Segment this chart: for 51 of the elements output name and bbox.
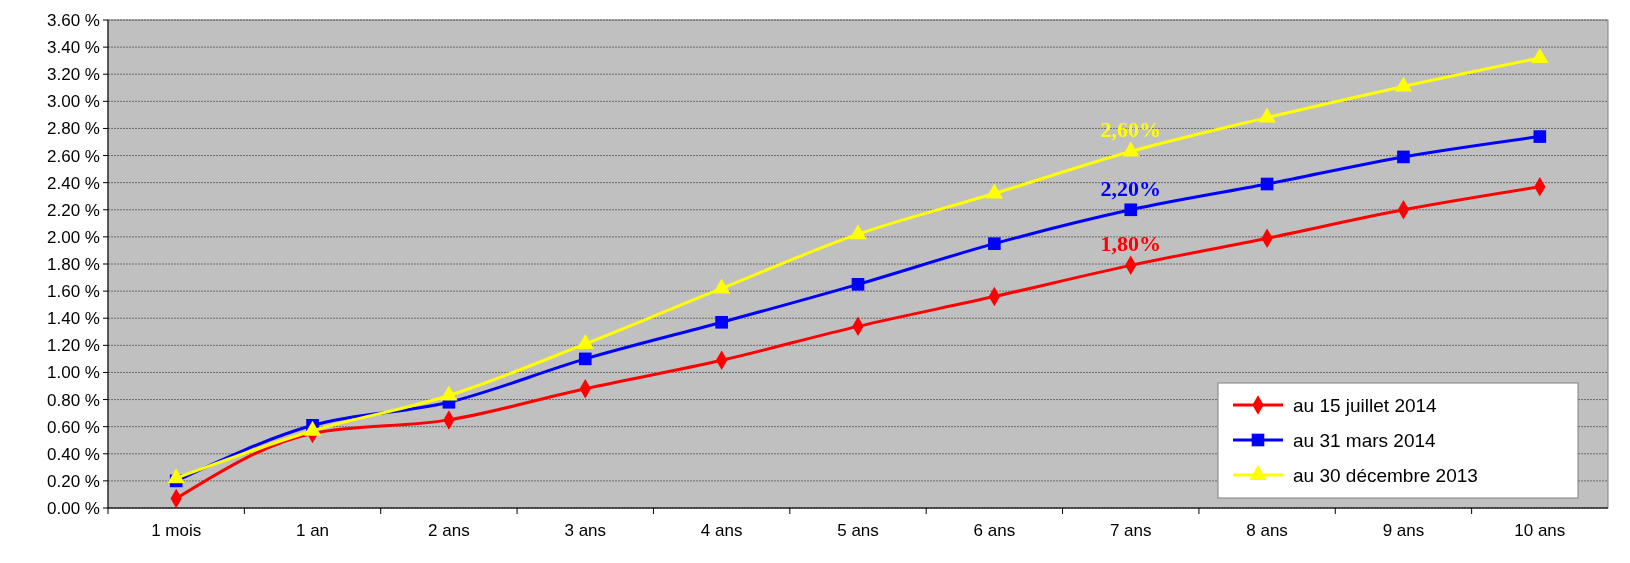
y-tick-label: 1.80 % bbox=[47, 254, 100, 274]
annotation: 2,60% bbox=[1100, 117, 1161, 143]
x-tick-label: 7 ans bbox=[1109, 521, 1152, 540]
x-tick-label: 1 mois bbox=[151, 521, 202, 540]
point bbox=[1394, 76, 1413, 92]
y-tick-label: 2.00 % bbox=[47, 227, 100, 247]
point bbox=[1533, 130, 1547, 143]
y-tick-label: 3.40 % bbox=[47, 38, 100, 58]
point bbox=[1122, 141, 1140, 157]
point bbox=[578, 352, 592, 366]
annotation: 1,80% bbox=[1100, 231, 1161, 257]
x-tick-label: 2 ans bbox=[428, 521, 470, 540]
x-tick-label: 6 ans bbox=[973, 521, 1016, 540]
point bbox=[1531, 47, 1549, 63]
x-tick-label: 4 ans bbox=[700, 521, 743, 540]
x-tick-label: 5 ans bbox=[837, 521, 879, 540]
y-tick-label: 3.60 % bbox=[47, 10, 100, 30]
point bbox=[849, 224, 867, 240]
x-tick-label: 9 ans bbox=[1382, 521, 1425, 540]
legend-label: au 15 juillet 2014 bbox=[1293, 394, 1438, 416]
point bbox=[1124, 203, 1138, 217]
x-tick-label: 3 ans bbox=[564, 521, 607, 540]
point bbox=[1260, 177, 1274, 191]
y-tick-label: 0.40 % bbox=[47, 444, 100, 464]
y-tick-label: 1.20 % bbox=[47, 336, 100, 356]
y-tick-label: 2.40 % bbox=[47, 173, 100, 193]
annotation: 2,20% bbox=[1100, 175, 1161, 201]
y-tick-label: 1.60 % bbox=[47, 282, 100, 302]
y-tick-label: 0.00 % bbox=[47, 498, 100, 518]
point bbox=[1397, 150, 1410, 164]
point bbox=[712, 278, 731, 294]
y-tick-label: 3.20 % bbox=[47, 65, 100, 85]
point bbox=[1258, 107, 1276, 123]
x-tick-label: 1 an bbox=[296, 521, 330, 540]
y-tick-label: 0.20 % bbox=[47, 471, 100, 491]
y-tick-label: 1.00 % bbox=[47, 363, 100, 383]
x-tick-label: 10 ans bbox=[1514, 521, 1566, 540]
point bbox=[988, 237, 1001, 250]
point bbox=[851, 278, 865, 291]
y-tick-label: 1.40 % bbox=[47, 309, 100, 329]
y-tick-label: 2.80 % bbox=[47, 119, 100, 139]
y-tick-label: 0.60 % bbox=[47, 417, 100, 437]
x-tick-label: 8 ans bbox=[1246, 521, 1288, 540]
legend-label: au 30 décembre 2013 bbox=[1293, 464, 1478, 486]
y-tick-label: 2.60 % bbox=[47, 146, 100, 166]
y-tick-label: 3.00 % bbox=[47, 92, 100, 112]
legend-label: au 31 mars 2014 bbox=[1293, 429, 1437, 451]
point bbox=[985, 183, 1004, 199]
point bbox=[715, 315, 728, 329]
y-tick-label: 2.20 % bbox=[47, 200, 100, 220]
y-tick-label: 0.80 % bbox=[47, 390, 100, 410]
